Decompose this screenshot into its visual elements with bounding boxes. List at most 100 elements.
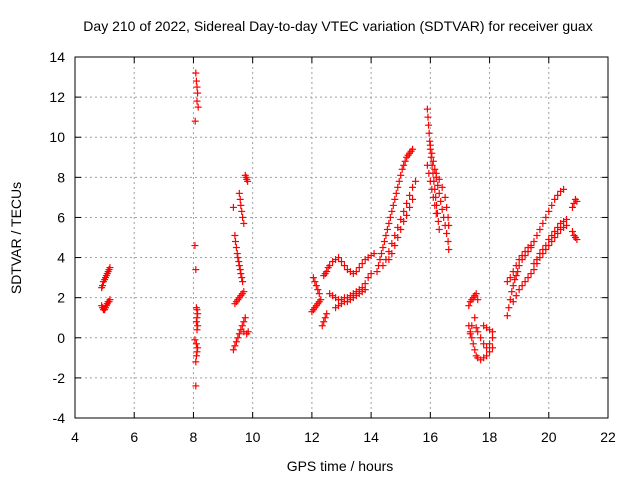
data-point [554, 223, 562, 231]
data-point [240, 288, 248, 296]
data-point [239, 278, 247, 286]
data-point [309, 274, 317, 282]
data-point [542, 213, 550, 221]
data-point [193, 97, 201, 105]
data-point [536, 225, 544, 233]
x-tick-label: 20 [541, 429, 557, 445]
data-point [432, 169, 440, 177]
data-point [560, 185, 568, 193]
data-point [489, 334, 497, 342]
data-point [231, 231, 239, 239]
data-point [545, 236, 553, 244]
data-point [435, 225, 443, 233]
data-point [443, 203, 451, 211]
data-point [474, 296, 482, 304]
data-point [443, 229, 451, 237]
data-point [434, 217, 442, 225]
data-point [409, 183, 417, 191]
data-point [311, 278, 319, 286]
data-point [376, 256, 384, 264]
x-tick-label: 6 [130, 429, 138, 445]
data-point [438, 183, 446, 191]
data-point [423, 105, 431, 113]
data-point [505, 304, 513, 312]
data-point [398, 165, 406, 173]
data-point [486, 340, 494, 348]
data-point [429, 193, 437, 201]
x-tick-label: 8 [190, 429, 198, 445]
data-point [428, 149, 436, 157]
data-point [425, 129, 433, 137]
data-point [241, 314, 249, 322]
x-tick-label: 18 [482, 429, 498, 445]
data-point [312, 282, 320, 290]
data-point [539, 246, 547, 254]
data-point [395, 177, 403, 185]
data-point [317, 296, 325, 304]
x-tick-label: 14 [363, 429, 379, 445]
data-point [435, 189, 443, 197]
data-point [315, 290, 323, 298]
data-point [238, 322, 246, 330]
x-tick-label: 16 [423, 429, 439, 445]
data-point [424, 113, 432, 121]
data-point [530, 260, 538, 268]
data-point [106, 296, 114, 304]
data-point [229, 203, 237, 211]
x-axis-label: GPS time / hours [287, 458, 394, 474]
scatter-series [98, 69, 581, 390]
y-tick-label: 6 [57, 209, 65, 225]
plot-frame [74, 56, 609, 419]
data-point [238, 207, 246, 215]
y-axis-label: SDTVAR / TECUs [8, 182, 24, 294]
data-point [388, 250, 396, 258]
data-point [192, 352, 200, 360]
data-point [425, 121, 433, 129]
data-point [389, 201, 397, 209]
data-point [471, 346, 479, 354]
data-point [237, 270, 245, 278]
data-point [367, 270, 375, 278]
data-point [379, 262, 387, 270]
data-point [434, 181, 442, 189]
data-point [527, 270, 535, 278]
data-point [530, 266, 538, 274]
data-point [386, 213, 394, 221]
data-point [509, 298, 517, 306]
data-point [383, 225, 391, 233]
data-point [423, 161, 431, 169]
data-point [192, 69, 200, 77]
x-tick-label: 22 [600, 429, 616, 445]
data-point [489, 344, 497, 352]
data-point [192, 318, 200, 326]
data-point [400, 207, 408, 215]
data-point [573, 236, 581, 244]
x-tick-label: 4 [71, 429, 79, 445]
data-point [444, 238, 452, 246]
data-point [465, 302, 473, 310]
data-point [194, 89, 202, 97]
data-point [432, 209, 440, 217]
data-point [194, 103, 202, 111]
data-point [533, 231, 541, 239]
data-point [503, 278, 511, 286]
data-point [483, 352, 491, 360]
data-point [323, 268, 331, 276]
data-point [441, 193, 449, 201]
data-point [521, 248, 529, 256]
data-point [192, 266, 200, 274]
x-tick-label: 12 [304, 429, 320, 445]
data-point [508, 288, 516, 296]
data-point [106, 264, 114, 272]
data-point [394, 234, 402, 241]
data-point [568, 227, 576, 235]
data-point [235, 330, 243, 338]
data-point [542, 242, 550, 250]
data-point [548, 231, 556, 239]
data-point [397, 171, 405, 179]
data-point [521, 278, 529, 286]
data-point [406, 203, 414, 211]
data-point [468, 334, 476, 342]
y-tick-label: 14 [49, 49, 65, 65]
data-point [237, 201, 245, 209]
